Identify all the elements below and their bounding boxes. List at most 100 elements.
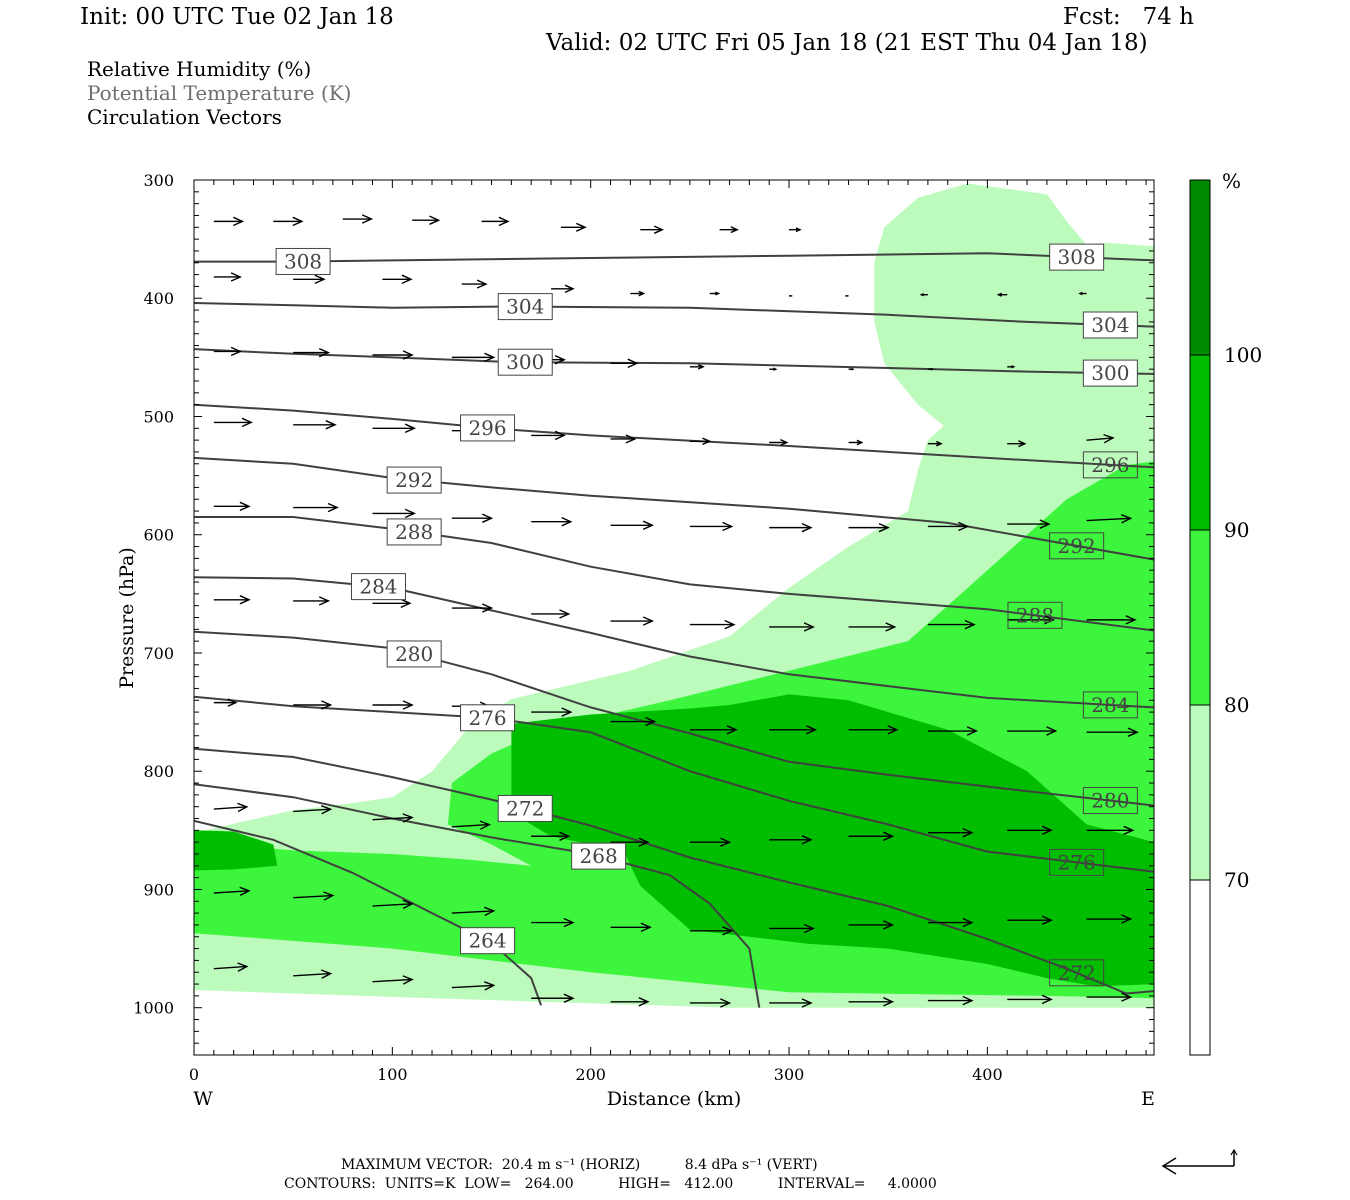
colorbar-segment — [1189, 879, 1211, 1056]
theta-contour-284 — [194, 576, 1154, 709]
wind-vector — [610, 716, 657, 727]
contour-label-284: 284 — [1082, 691, 1138, 719]
contour-label-296: 296 — [460, 414, 516, 442]
wind-vector — [451, 603, 494, 613]
wind-vector — [769, 725, 818, 735]
colorbar-level-label: 70 — [1224, 868, 1249, 892]
theta-contour-layer — [194, 252, 1154, 1008]
contour-label-layer: 308 308 304 304 300 300 296 296 292 292 288 288 284 2… — [275, 243, 1138, 987]
wind-vector — [927, 827, 974, 838]
theta-contour-272 — [194, 747, 1154, 995]
svg-text:300: 300 — [506, 350, 544, 374]
wind-vector — [689, 437, 712, 446]
wind-vector — [481, 216, 510, 227]
y-tick-label: 800 — [143, 762, 174, 781]
wind-vector — [996, 292, 1008, 297]
wind-vector — [848, 439, 864, 446]
wind-vector — [213, 417, 253, 428]
wind-vector — [451, 513, 494, 523]
svg-text:304: 304 — [506, 295, 544, 319]
contour-label-288: 288 — [1007, 601, 1063, 629]
contour-info-note: CONTOURS: UNITS=K LOW= 264.00 HIGH= 412.… — [284, 1176, 937, 1192]
wind-vector — [927, 917, 974, 928]
wind-vector — [293, 596, 331, 606]
wind-vector — [610, 837, 650, 847]
wind-vector — [213, 886, 251, 897]
wind-vector — [689, 926, 734, 936]
field-vectors-title: Circulation Vectors — [87, 105, 282, 129]
svg-text:296: 296 — [1091, 453, 1129, 477]
colorbar-level-label: 80 — [1224, 693, 1249, 717]
reference-vector-icon — [1161, 1148, 1238, 1175]
svg-text:296: 296 — [468, 416, 506, 440]
wind-vector — [451, 352, 496, 363]
wind-vector — [610, 358, 639, 369]
contour-label-276: 276 — [1049, 848, 1105, 876]
wind-vector — [1007, 440, 1027, 448]
wind-vector — [293, 502, 339, 513]
theta-contour-300 — [194, 348, 1154, 375]
wind-vector — [293, 700, 333, 710]
contour-label-280: 280 — [386, 640, 442, 668]
field-theta-title: Potential Temperature (K) — [87, 81, 352, 105]
svg-text:276: 276 — [468, 706, 506, 730]
svg-text:280: 280 — [395, 642, 433, 666]
wind-vector — [927, 440, 943, 447]
svg-text:284: 284 — [1091, 693, 1129, 717]
wind-vector — [927, 619, 976, 630]
wind-vector — [689, 837, 732, 847]
colorbar-level-label: 100 — [1224, 343, 1262, 367]
y-tick-label: 500 — [143, 407, 174, 426]
wind-vector — [293, 347, 331, 358]
svg-text:292: 292 — [395, 468, 433, 492]
svg-text:288: 288 — [395, 520, 433, 544]
wind-vector — [213, 272, 242, 282]
contour-label-300: 300 — [1082, 359, 1138, 387]
wind-vector — [213, 802, 249, 813]
wind-vector — [293, 274, 326, 285]
wind-vector — [844, 294, 849, 297]
wind-vector — [610, 520, 655, 530]
field-rh-title: Relative Humidity (%) — [87, 57, 312, 81]
svg-text:292: 292 — [1058, 534, 1096, 558]
rh-region-90-3 — [194, 830, 278, 871]
svg-text:264: 264 — [468, 929, 506, 953]
wind-vector — [769, 998, 813, 1008]
y-tick-label: 700 — [143, 644, 174, 663]
wind-vector — [689, 725, 738, 735]
wind-vector — [769, 522, 813, 533]
wind-vector — [927, 521, 970, 532]
wind-vector — [372, 423, 417, 434]
init-time: Init: 00 UTC Tue 02 Jan 18 — [80, 4, 394, 30]
contour-label-288: 288 — [386, 518, 442, 546]
wind-vector — [1086, 914, 1133, 924]
x-tick-label: 300 — [774, 1065, 805, 1084]
contour-label-276: 276 — [460, 704, 516, 732]
wind-vector — [372, 350, 414, 360]
contour-label-304: 304 — [1082, 311, 1138, 339]
svg-text:284: 284 — [359, 575, 397, 599]
valid-time: Valid: 02 UTC Fri 05 Jan 18 (21 EST Thu … — [546, 30, 1148, 56]
wind-vector — [610, 616, 655, 626]
x-axis-label: Distance (km) — [607, 1088, 742, 1110]
max-vector-note: MAXIMUM VECTOR: 20.4 m s⁻¹ (HORIZ) 8.4 d… — [341, 1157, 818, 1173]
wind-vector — [1007, 365, 1016, 369]
y-tick-label: 600 — [143, 526, 174, 545]
theta-contour-264 — [194, 819, 543, 1006]
y-tick-label: 1000 — [133, 999, 174, 1018]
y-tick-label: 300 — [143, 171, 174, 190]
wind-vector — [848, 622, 897, 632]
contour-label-292: 292 — [386, 466, 442, 494]
x-tick-label: 0 — [189, 1065, 199, 1084]
contour-label-284: 284 — [350, 573, 406, 601]
wind-vector — [1007, 615, 1056, 625]
svg-text:280: 280 — [1091, 789, 1129, 813]
wind-vector — [769, 438, 789, 447]
theta-contour-280 — [194, 630, 1154, 807]
wind-vector — [531, 516, 573, 527]
wind-vector — [610, 997, 650, 1007]
svg-text:272: 272 — [1058, 961, 1096, 985]
wind-vector — [372, 813, 414, 823]
wind-vector — [531, 993, 575, 1003]
